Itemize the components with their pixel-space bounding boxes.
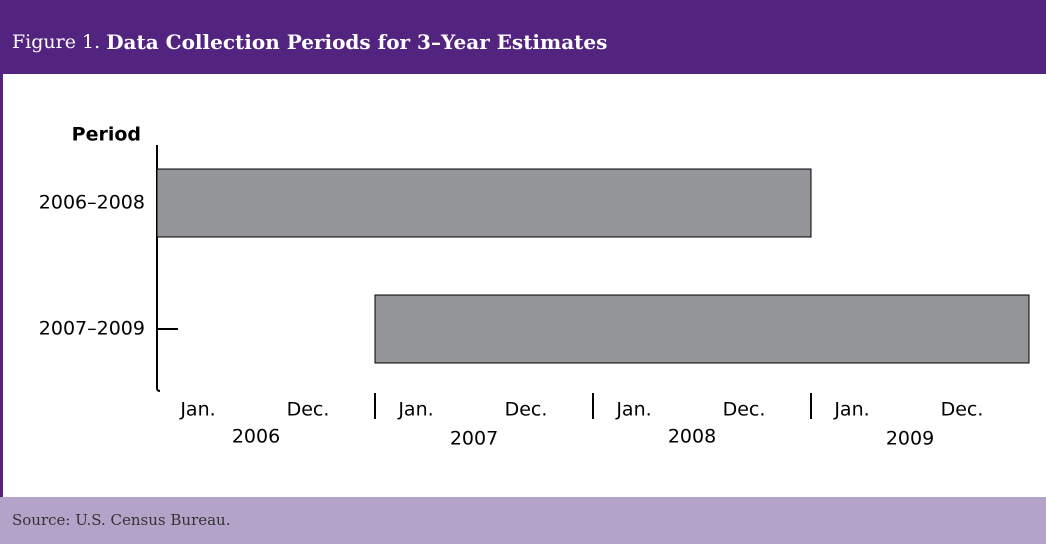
x-tick-label: Dec. [723,399,766,421]
y-tick-label: 2007–2009 [39,318,145,340]
x-tick-label: Dec. [505,399,548,421]
y-axis [156,145,161,392]
left-border [0,74,3,498]
bar [156,168,812,238]
x-tick-label: Jan. [179,399,215,421]
chart-title: Data Collection Periods for 3–Year Estim… [106,30,607,54]
x-group-label: 2006 [232,426,280,448]
x-group-label: 2007 [450,428,498,450]
x-tick-label: Dec. [287,399,330,421]
x-tick-label: Jan. [397,399,433,421]
footer-bar [0,497,1046,544]
header-bar [0,0,1046,74]
y-axis-title: Period [72,124,141,146]
figure-title: Figure 1. Data Collection Periods for 3–… [12,30,607,54]
source-note: Source: U.S. Census Bureau. [12,511,231,529]
x-group-label: 2009 [886,428,934,450]
bar [374,294,1030,364]
y-tick-label: 2006–2008 [39,192,145,214]
x-tick-label: Jan. [615,399,651,421]
x-tick-label: Dec. [941,399,984,421]
x-group-label: 2008 [668,426,716,448]
figure-label: Figure 1. [12,31,100,53]
x-tick-label: Jan. [833,399,869,421]
